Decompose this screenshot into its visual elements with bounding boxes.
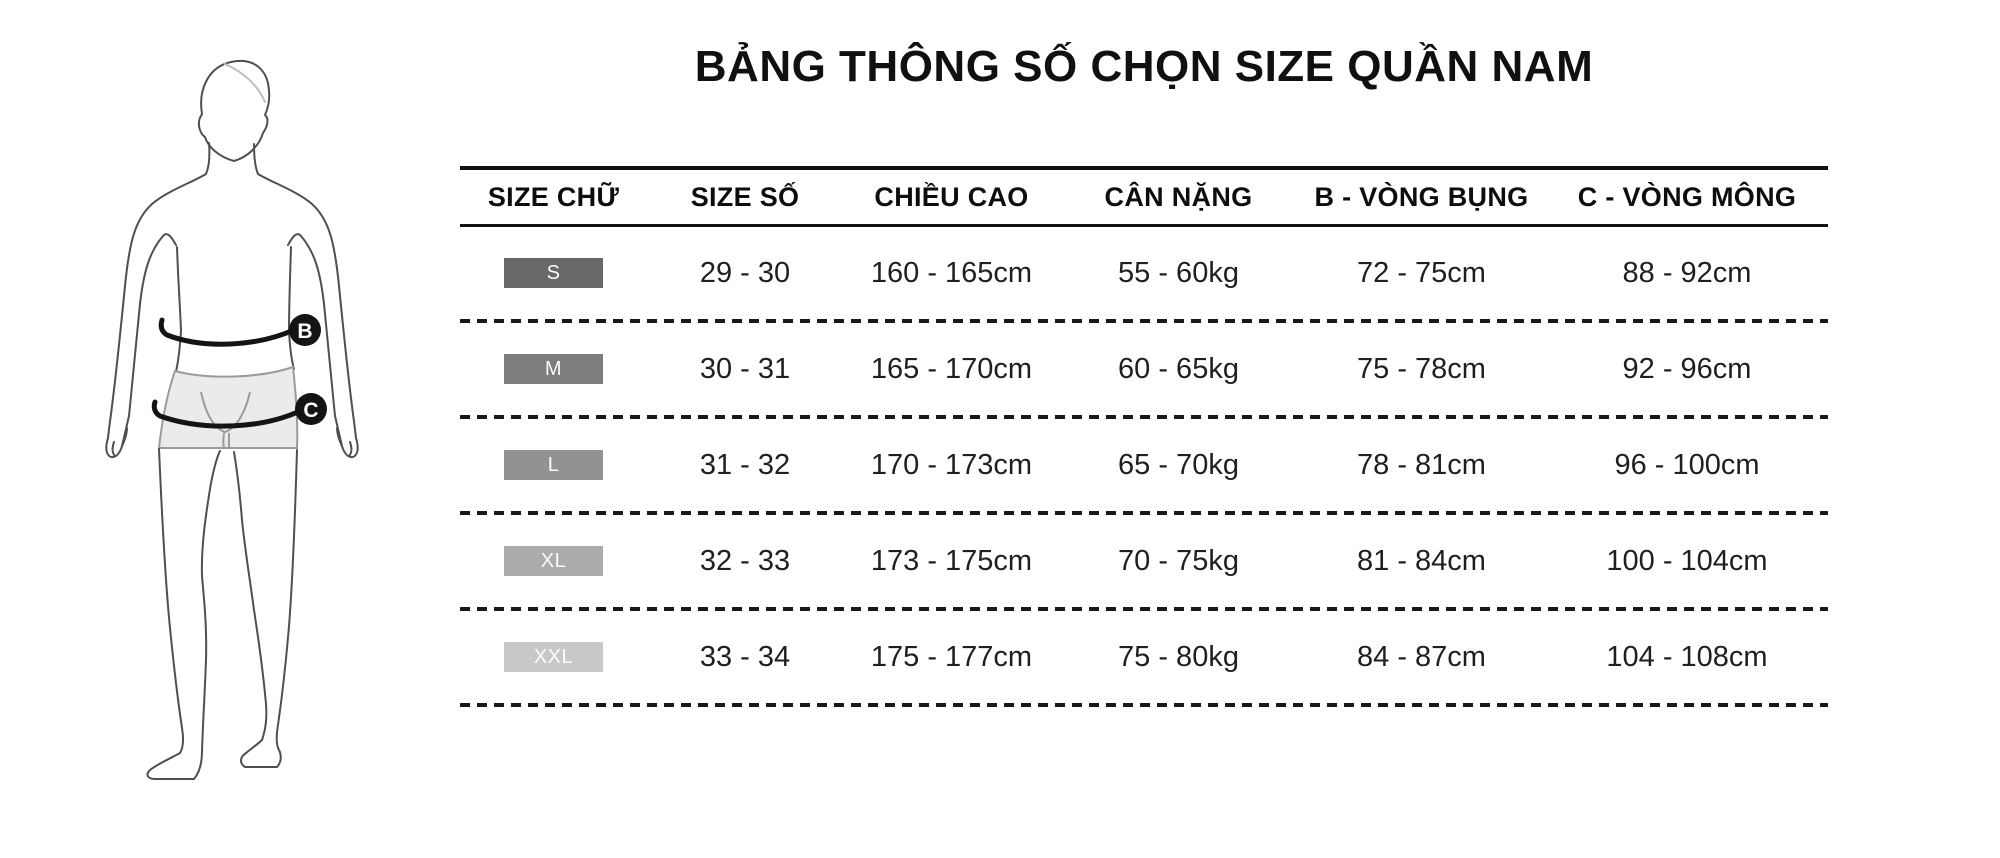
row-divider: [460, 319, 1828, 323]
waist-cell: 84 - 87cm: [1357, 640, 1486, 673]
size-badge: L: [504, 450, 603, 480]
table-body: S 29 - 30 160 - 165cm 55 - 60kg 72 - 75c…: [460, 227, 1828, 707]
table-row: M 30 - 31 165 - 170cm 60 - 65kg 75 - 78c…: [460, 323, 1828, 415]
size-number-cell: 32 - 33: [699, 544, 791, 577]
hip-cell: 104 - 108cm: [1606, 640, 1768, 673]
size-badge: S: [504, 258, 603, 288]
male-body-diagram: B C: [105, 50, 395, 795]
size-letter-cell: XXL: [504, 642, 603, 672]
size-badge: M: [504, 354, 603, 384]
hip-cell: 96 - 100cm: [1614, 448, 1760, 481]
hip-cell: 100 - 104cm: [1606, 544, 1768, 577]
body-outline: [105, 59, 359, 459]
size-number-cell: 30 - 31: [699, 352, 791, 385]
waist-cell: 75 - 78cm: [1357, 352, 1486, 385]
waist-cell: 72 - 75cm: [1357, 256, 1486, 289]
col-header-hip: C - VÒNG MÔNG: [1577, 181, 1797, 212]
size-number-cell: 29 - 30: [699, 256, 791, 289]
weight-cell: 55 - 60kg: [1118, 256, 1239, 289]
hip-measure-line: [151, 399, 303, 429]
waist-measure-line: [158, 317, 299, 347]
col-header-height: CHIỀU CAO: [874, 181, 1029, 212]
size-number-cell: 31 - 32: [699, 448, 791, 481]
table-row: XXL 33 - 34 175 - 177cm 75 - 80kg 84 - 8…: [460, 611, 1828, 703]
legs-outline: [146, 448, 298, 780]
shorts-shape: [157, 365, 299, 449]
table-row: XL 32 - 33 173 - 175cm 70 - 75kg 81 - 84…: [460, 515, 1828, 607]
height-cell: 160 - 165cm: [870, 256, 1033, 289]
hip-badge-label: C: [303, 399, 318, 422]
row-divider: [460, 607, 1828, 611]
weight-cell: 75 - 80kg: [1118, 640, 1239, 673]
table-row: L 31 - 32 170 - 173cm 65 - 70kg 78 - 81c…: [460, 419, 1828, 511]
size-badge: XXL: [504, 642, 603, 672]
height-cell: 165 - 170cm: [870, 352, 1033, 385]
waist-badge-label: B: [297, 320, 312, 343]
height-cell: 173 - 175cm: [870, 544, 1033, 577]
hip-cell: 92 - 96cm: [1622, 352, 1752, 385]
size-number-cell: 33 - 34: [699, 640, 791, 673]
waist-measure-badge: B: [289, 314, 321, 346]
height-cell: 175 - 177cm: [870, 640, 1033, 673]
row-divider: [460, 511, 1828, 515]
row-divider: [460, 415, 1828, 419]
row-divider: [460, 703, 1828, 707]
hip-cell: 88 - 92cm: [1622, 256, 1752, 289]
col-header-weight: CÂN NẶNG: [1104, 181, 1253, 212]
waist-cell: 81 - 84cm: [1357, 544, 1486, 577]
weight-cell: 70 - 75kg: [1118, 544, 1239, 577]
col-header-size-letter: SIZE CHỮ: [487, 181, 620, 212]
body-outline-illustration: B C: [105, 59, 359, 780]
waist-cell: 78 - 81cm: [1357, 448, 1486, 481]
hip-measure-badge: C: [295, 393, 327, 425]
weight-cell: 60 - 65kg: [1118, 352, 1239, 385]
col-header-waist: B - VÒNG BỤNG: [1314, 181, 1529, 212]
table-header-row: SIZE CHỮ SIZE SỐ CHIỀU CAO CÂN NẶNG B - …: [460, 166, 1828, 227]
height-cell: 170 - 173cm: [870, 448, 1033, 481]
size-table: SIZE CHỮ SIZE SỐ CHIỀU CAO CÂN NẶNG B - …: [460, 166, 1828, 707]
table-row: S 29 - 30 160 - 165cm 55 - 60kg 72 - 75c…: [460, 227, 1828, 319]
col-header-size-number: SIZE SỐ: [690, 181, 800, 212]
size-letter-cell: S: [504, 258, 603, 288]
size-letter-cell: XL: [504, 546, 603, 576]
page-title: BẢNG THÔNG SỐ CHỌN SIZE QUẦN NAM: [694, 42, 1594, 91]
size-letter-cell: L: [504, 450, 603, 480]
weight-cell: 65 - 70kg: [1118, 448, 1239, 481]
size-badge: XL: [504, 546, 603, 576]
size-letter-cell: M: [504, 354, 603, 384]
